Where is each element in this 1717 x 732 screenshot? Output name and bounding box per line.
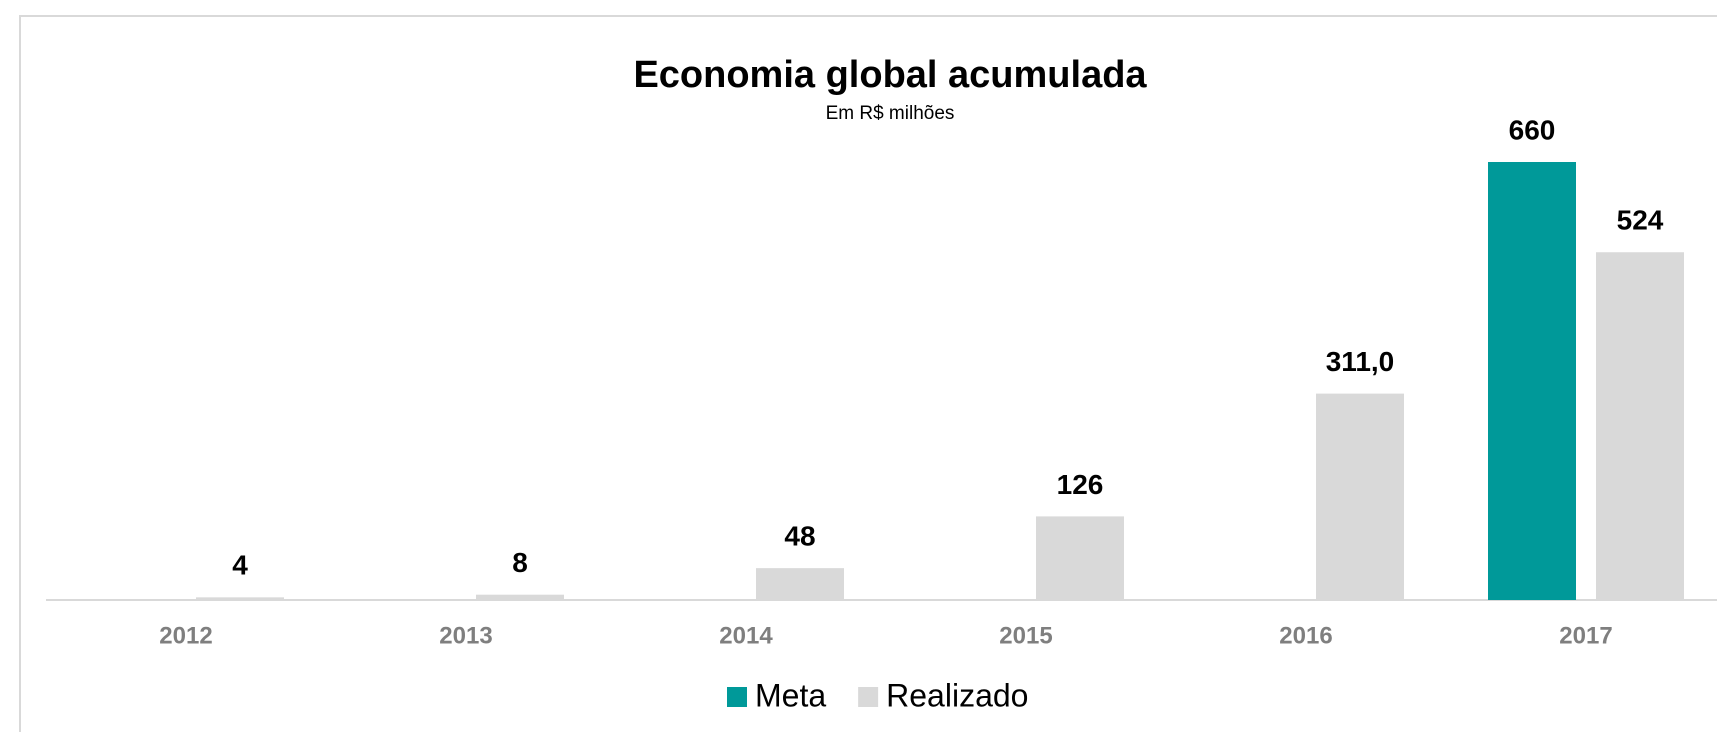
x-tick-label: 2017 (1559, 622, 1612, 649)
bar (1036, 516, 1124, 600)
x-tick-label: 2015 (999, 622, 1052, 649)
data-label: 126 (1057, 469, 1104, 500)
chart-frame (19, 15, 1717, 732)
bar (756, 568, 844, 600)
data-label: 660 (1509, 114, 1556, 145)
legend-swatch (858, 687, 879, 707)
data-label: 524 (1617, 205, 1664, 236)
data-label: 4 (232, 550, 248, 581)
data-label: 8 (512, 547, 528, 578)
bar (196, 597, 284, 600)
legend-swatch (727, 687, 747, 707)
chart-subtitle: Em R$ milhões (826, 103, 955, 124)
x-tick-label: 2016 (1279, 622, 1332, 649)
bar (476, 594, 564, 600)
x-tick-label: 2014 (719, 622, 773, 649)
chart-title: Economia global acumulada (633, 54, 1147, 96)
x-tick-label: 2012 (159, 622, 212, 649)
x-tick-label: 2013 (439, 622, 492, 649)
bar (1316, 393, 1404, 600)
data-label: 48 (784, 521, 815, 552)
legend-label: Meta (755, 677, 826, 713)
legend-label: Realizado (886, 677, 1028, 713)
bar (1596, 252, 1684, 600)
bar (1488, 162, 1576, 600)
data-label: 311,0 (1326, 346, 1395, 377)
